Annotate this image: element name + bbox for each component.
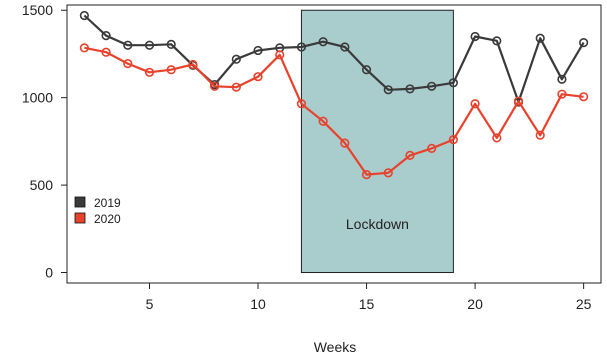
data-point-2019 <box>123 40 133 50</box>
x-axis-label: Weeks <box>314 339 357 355</box>
data-point-2019 <box>448 78 458 88</box>
legend-label-2020: 2020 <box>94 212 121 226</box>
data-point-2020 <box>513 96 524 106</box>
data-point-2020 <box>210 81 220 91</box>
data-point-2020 <box>101 47 111 57</box>
data-point-2020 <box>470 99 480 109</box>
y-tick-label: 500 <box>30 177 54 193</box>
data-point-2019 <box>144 40 155 50</box>
data-point-2019 <box>296 42 307 52</box>
data-point-2020 <box>340 138 350 148</box>
data-point-2019 <box>318 37 328 47</box>
data-point-2020 <box>535 130 545 140</box>
data-point-2020 <box>144 67 155 77</box>
data-point-2019 <box>361 65 372 75</box>
data-point-2020 <box>166 65 176 75</box>
x-tick-label: 25 <box>576 296 592 312</box>
x-tick-label: 20 <box>467 296 483 312</box>
data-point-2019 <box>253 45 263 56</box>
y-tick-label: 0 <box>45 265 53 281</box>
data-point-2019 <box>579 37 589 48</box>
y-tick-label: 1500 <box>22 2 53 18</box>
data-point-2020 <box>318 116 328 126</box>
x-tick-label: 15 <box>359 296 375 312</box>
data-point-2019 <box>535 33 545 43</box>
data-point-2019 <box>79 10 89 21</box>
data-point-2020 <box>405 150 415 160</box>
data-point-2020 <box>188 59 198 70</box>
data-point-2019 <box>101 30 111 41</box>
y-tick-label: 1000 <box>22 90 53 106</box>
lockdown-label: Lockdown <box>346 216 409 232</box>
data-point-2019 <box>383 85 393 95</box>
data-point-2019 <box>470 31 480 42</box>
data-point-2020 <box>79 43 89 53</box>
data-point-2020 <box>275 50 285 60</box>
legend-label-2019: 2019 <box>94 196 121 210</box>
data-point-2019 <box>231 54 241 64</box>
data-point-2020 <box>123 58 133 69</box>
data-point-2020 <box>231 82 241 92</box>
data-point-2020 <box>427 143 437 153</box>
data-point-2020 <box>361 169 372 180</box>
data-point-2020 <box>448 135 458 145</box>
data-point-2019 <box>492 36 502 46</box>
data-point-2019 <box>166 39 176 49</box>
data-point-2020 <box>492 133 502 143</box>
plot-frame <box>66 4 602 284</box>
data-point-2019 <box>427 81 437 91</box>
data-point-2020 <box>579 92 589 102</box>
lockdown-region <box>300 9 454 274</box>
data-point-2019 <box>557 74 567 84</box>
data-point-2020 <box>253 72 263 82</box>
data-point-2019 <box>405 84 415 94</box>
x-tick-label: 5 <box>146 296 154 312</box>
x-tick-label: 10 <box>250 296 266 312</box>
data-point-2020 <box>557 89 567 99</box>
data-point-2020 <box>383 168 393 178</box>
legend-swatch-2020 <box>74 212 86 224</box>
data-point-2020 <box>296 99 307 109</box>
legend-swatch-2019 <box>74 196 86 208</box>
data-point-2019 <box>340 42 350 52</box>
